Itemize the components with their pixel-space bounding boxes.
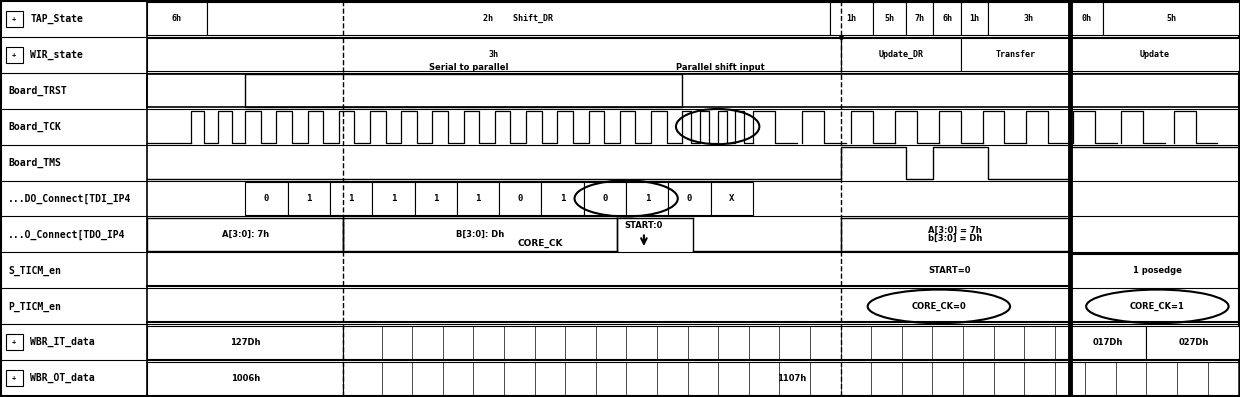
- Text: 1: 1: [475, 194, 481, 203]
- Text: CORE_CK=1: CORE_CK=1: [1130, 302, 1184, 311]
- Text: 0: 0: [603, 194, 608, 203]
- Bar: [988, 2, 1070, 35]
- Text: +: +: [12, 52, 16, 58]
- Text: S_TICM_en: S_TICM_en: [9, 265, 61, 276]
- Bar: [1102, 2, 1239, 35]
- Text: A[3:0] = 7h: A[3:0] = 7h: [929, 226, 982, 235]
- Text: 1006h: 1006h: [231, 374, 260, 383]
- Bar: [146, 362, 343, 395]
- Bar: [146, 2, 207, 35]
- Text: START:0: START:0: [625, 221, 663, 230]
- Text: 1h: 1h: [847, 14, 857, 23]
- Text: 1: 1: [306, 194, 311, 203]
- Text: 1: 1: [433, 194, 439, 203]
- Text: 2h    Shift_DR: 2h Shift_DR: [484, 14, 553, 23]
- Text: 1: 1: [391, 194, 396, 203]
- Bar: [841, 38, 961, 71]
- Text: Parallel shift input: Parallel shift input: [676, 63, 765, 72]
- Bar: [873, 2, 906, 35]
- Bar: [6, 46, 24, 63]
- Text: 0: 0: [517, 194, 523, 203]
- Text: 1107h: 1107h: [776, 374, 806, 383]
- Bar: [542, 182, 584, 215]
- Text: Transfer: Transfer: [996, 50, 1035, 59]
- Bar: [372, 182, 414, 215]
- Text: B[3:0]: Dh: B[3:0]: Dh: [456, 230, 505, 239]
- Text: WIR_state: WIR_state: [31, 50, 83, 60]
- Bar: [330, 182, 372, 215]
- Text: WBR_IT_data: WBR_IT_data: [31, 337, 95, 347]
- Text: 1: 1: [348, 194, 353, 203]
- Bar: [830, 2, 873, 35]
- Text: A[3:0]: 7h: A[3:0]: 7h: [222, 230, 269, 239]
- Text: Board_TMS: Board_TMS: [9, 158, 61, 168]
- Text: 027Dh: 027Dh: [1178, 338, 1209, 347]
- Text: Serial to parallel: Serial to parallel: [429, 63, 508, 72]
- Bar: [414, 182, 456, 215]
- Text: +: +: [12, 339, 16, 345]
- Text: 3h: 3h: [489, 50, 498, 59]
- Text: Update: Update: [1140, 50, 1169, 59]
- Text: WBR_OT_data: WBR_OT_data: [31, 373, 95, 384]
- Bar: [1147, 326, 1239, 359]
- Text: +: +: [12, 375, 16, 382]
- Bar: [6, 334, 24, 351]
- Bar: [6, 11, 24, 27]
- Bar: [500, 182, 542, 215]
- Bar: [584, 182, 626, 215]
- Text: Board_TRST: Board_TRST: [9, 85, 67, 96]
- Bar: [207, 2, 830, 35]
- Text: 7h: 7h: [915, 14, 925, 23]
- Bar: [456, 182, 500, 215]
- Text: 5h: 5h: [884, 14, 895, 23]
- Text: 5h: 5h: [1166, 14, 1176, 23]
- Text: 3h: 3h: [1024, 14, 1034, 23]
- Bar: [711, 182, 753, 215]
- Text: 1: 1: [560, 194, 565, 203]
- Text: 1 posedge: 1 posedge: [1133, 266, 1182, 275]
- Text: 6h: 6h: [172, 14, 182, 23]
- Text: P_TICM_en: P_TICM_en: [9, 301, 61, 312]
- Text: +: +: [12, 15, 16, 22]
- Text: TAP_State: TAP_State: [31, 13, 83, 24]
- Text: ...DO_Connect[TDI_IP4: ...DO_Connect[TDI_IP4: [9, 193, 131, 204]
- Bar: [246, 182, 288, 215]
- Text: START=0: START=0: [929, 266, 971, 275]
- Text: 6h: 6h: [942, 14, 952, 23]
- Text: ...O_Connect[TDO_IP4: ...O_Connect[TDO_IP4: [9, 229, 125, 239]
- Text: Update_DR: Update_DR: [878, 50, 923, 59]
- Text: 127Dh: 127Dh: [229, 338, 260, 347]
- Text: 1h: 1h: [970, 14, 980, 23]
- Bar: [288, 182, 330, 215]
- Bar: [961, 38, 1070, 71]
- Text: 017Dh: 017Dh: [1092, 338, 1123, 347]
- Text: X: X: [729, 194, 734, 203]
- Bar: [146, 326, 343, 359]
- Bar: [934, 2, 961, 35]
- Text: b[3:0] = Dh: b[3:0] = Dh: [928, 234, 982, 243]
- Bar: [343, 326, 1070, 359]
- Bar: [343, 362, 1239, 395]
- Bar: [906, 2, 934, 35]
- Bar: [1070, 2, 1102, 35]
- Text: 0h: 0h: [1081, 14, 1091, 23]
- Text: CORE_CK: CORE_CK: [517, 239, 563, 248]
- Bar: [961, 2, 988, 35]
- Bar: [1070, 38, 1239, 71]
- Bar: [146, 38, 841, 71]
- Bar: [626, 182, 668, 215]
- Text: CORE_CK=0: CORE_CK=0: [911, 302, 966, 311]
- Text: 0: 0: [264, 194, 269, 203]
- Bar: [6, 370, 24, 386]
- Bar: [668, 182, 711, 215]
- Text: Board_TCK: Board_TCK: [9, 121, 61, 132]
- Bar: [246, 74, 682, 107]
- Text: 0: 0: [687, 194, 692, 203]
- Bar: [1070, 326, 1147, 359]
- Text: 1: 1: [645, 194, 650, 203]
